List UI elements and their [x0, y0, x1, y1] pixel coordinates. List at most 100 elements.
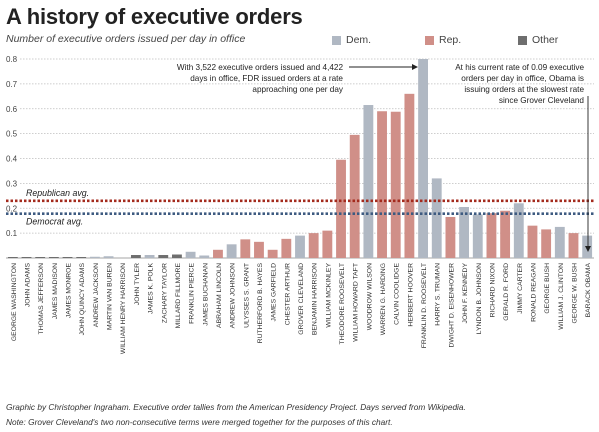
x-tick-label: RICHARD NIXON — [489, 263, 496, 317]
x-tick-label: WILLIAM HENRY HARRISON — [120, 263, 127, 354]
bar — [472, 214, 483, 258]
bar — [76, 257, 87, 258]
x-tick-label: RONALD REAGAN — [530, 263, 537, 322]
bar — [349, 134, 360, 258]
bar — [103, 256, 114, 258]
bar — [308, 233, 319, 258]
x-tick-label: ANDREW JACKSON — [93, 263, 100, 327]
bar — [130, 255, 141, 258]
category-labels: GEORGE WASHINGTON JOHN ADAMS THOMAS JEFFER… — [11, 263, 592, 355]
x-tick-label: WILLIAM MCKINLEY — [325, 263, 332, 328]
x-tick-label: RUTHERFORD B. HAYES — [257, 263, 264, 344]
bar — [322, 230, 333, 258]
x-tick-label: HERBERT HOOVER — [407, 263, 414, 327]
x-tick-label: CALVIN COOLIDGE — [394, 263, 401, 325]
x-tick-label: WARREN G. HARDING — [380, 263, 387, 335]
bar — [377, 111, 387, 258]
bar — [336, 159, 346, 258]
y-tick-label: 0.8 — [6, 55, 18, 64]
x-tick-label: JAMES BUCHANAN — [202, 263, 209, 326]
legend-label-rep: Rep. — [439, 34, 462, 46]
bar — [404, 93, 415, 258]
legend-swatch-dem — [332, 35, 341, 45]
legend-label-dem: Dem. — [346, 34, 372, 46]
x-tick-label: THEODORE ROOSEVELT — [339, 263, 346, 344]
bar — [226, 244, 237, 258]
bar — [527, 225, 538, 258]
x-tick-label: JAMES K. POLK — [148, 263, 155, 314]
footer-source: Graphic by Christopher Ingraham. Executi… — [6, 402, 466, 412]
x-tick-label: GEORGE BUSH — [544, 263, 551, 314]
x-tick-label: JIMMY CARTER — [517, 263, 524, 314]
obama-annotation-line: issuing orders at the slowest rate — [464, 85, 584, 94]
y-tick-label: 0.7 — [6, 80, 18, 89]
x-tick-label: THOMAS JEFFERSON — [38, 263, 45, 334]
x-tick-label: ZACHARY TAYLOR — [161, 263, 168, 323]
x-tick-label: JOHN F. KENNEDY — [462, 263, 469, 324]
republican-avg-label: Republican avg. — [26, 188, 89, 198]
bar — [295, 235, 305, 258]
bar — [363, 105, 374, 258]
x-tick-label: WILLIAM HOWARD TAFT — [353, 263, 360, 342]
bar — [62, 257, 73, 258]
x-tick-label: HARRY S. TRUMAN — [435, 263, 442, 326]
x-tick-label: FRANKLIN D. ROOSEVELT — [421, 263, 428, 348]
x-tick-label: LYNDON B. JOHNSON — [476, 263, 483, 334]
obama-annotation-line: orders per day in office, Obama is — [461, 74, 584, 83]
x-tick-label: WILLIAM J. CLINTON — [558, 263, 565, 330]
legend-item-rep: Rep. — [425, 34, 461, 46]
x-tick-label: MILLARD FILLMORE — [175, 263, 182, 329]
obama-arrow-head — [585, 246, 591, 252]
x-tick-label: GROVER CLEVELAND — [298, 263, 305, 335]
x-tick-label: CHESTER ARTHUR — [284, 263, 291, 325]
y-tick-label: 0.6 — [6, 105, 18, 114]
x-tick-label: ABRAHAM LINCOLN — [216, 263, 223, 328]
bar — [281, 238, 292, 258]
bar — [21, 257, 32, 258]
legend-item-other: Other — [518, 34, 558, 46]
bar — [500, 210, 511, 258]
obama-annotation-line: since Grover Cleveland — [499, 96, 585, 105]
x-tick-label: JAMES MADISON — [52, 263, 59, 319]
x-tick-label: JOHN ADAMS — [25, 263, 32, 308]
x-tick-label: JOHN QUINCY ADAMS — [79, 263, 86, 336]
fdr-arrow-head — [412, 64, 418, 70]
y-tick-label: 0.4 — [6, 155, 18, 164]
bar — [418, 59, 428, 258]
bar — [390, 111, 401, 258]
bar — [486, 213, 497, 258]
x-tick-label: ANDREW JOHNSON — [230, 263, 237, 328]
bar — [240, 239, 251, 258]
legend-swatch-other — [518, 35, 527, 45]
bar — [7, 257, 18, 258]
bar — [144, 255, 155, 258]
y-tick-label: 0.1 — [6, 229, 18, 238]
bar — [185, 251, 196, 258]
fdr-annotation-line: approaching one per day — [252, 85, 343, 94]
bar — [172, 254, 182, 258]
x-tick-label: JAMES GARFIELD — [271, 263, 278, 322]
y-tick-label: 0.2 — [6, 204, 18, 213]
democrat-avg-label: Democrat avg. — [26, 217, 83, 227]
bar — [459, 207, 470, 258]
legend-label-other: Other — [532, 34, 559, 46]
y-tick-label: 0.3 — [6, 179, 18, 188]
footer-note: Note: Grover Cleveland's two non-consecu… — [6, 417, 393, 427]
x-tick-label: ULYSSES S. GRANT — [243, 263, 250, 328]
obama-annotation-line: At his current rate of 0.09 executive — [455, 63, 584, 72]
bar — [199, 255, 210, 258]
x-tick-label: GEORGE W. BUSH — [571, 263, 578, 324]
bar — [35, 257, 46, 258]
x-tick-label: JAMES MONROE — [66, 263, 73, 319]
x-tick-label: JOHN TYLER — [134, 263, 141, 305]
x-tick-label: FRANKLIN PIERCE — [189, 263, 196, 324]
fdr-annotation-line: days in office, FDR issued orders at a r… — [190, 74, 343, 83]
bar — [254, 241, 264, 258]
y-tick-label: 0.5 — [6, 130, 18, 139]
bar — [267, 249, 278, 258]
bar — [568, 233, 579, 258]
x-tick-label: WOODROW WILSON — [366, 263, 373, 330]
legend-item-dem: Dem. — [332, 34, 371, 46]
bar — [431, 178, 442, 258]
x-tick-label: BENJAMIN HARRISON — [312, 263, 319, 335]
